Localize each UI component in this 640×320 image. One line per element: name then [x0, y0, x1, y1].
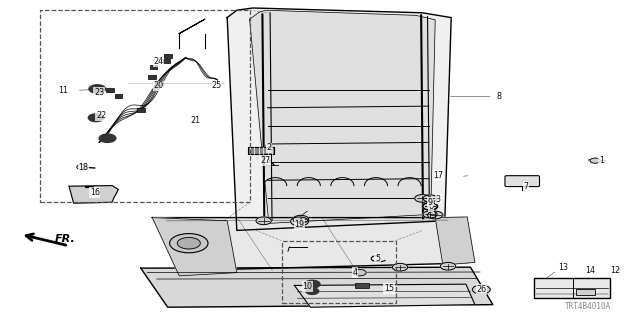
- Bar: [150, 65, 157, 69]
- Text: 7: 7: [524, 182, 529, 191]
- Circle shape: [392, 263, 408, 271]
- Circle shape: [423, 203, 437, 210]
- Bar: [163, 59, 170, 63]
- Text: 2: 2: [266, 143, 271, 152]
- Text: 26: 26: [476, 285, 486, 294]
- Text: 21: 21: [190, 116, 200, 124]
- Text: 18: 18: [78, 163, 88, 172]
- Bar: [137, 108, 145, 112]
- Polygon shape: [294, 284, 475, 307]
- Circle shape: [177, 237, 200, 249]
- Text: 20: 20: [154, 81, 164, 90]
- Circle shape: [440, 262, 456, 270]
- Polygon shape: [227, 8, 451, 230]
- Bar: [282, 241, 396, 303]
- Circle shape: [415, 195, 430, 202]
- Polygon shape: [141, 267, 493, 307]
- Bar: [148, 75, 156, 79]
- Text: 27: 27: [260, 156, 271, 165]
- Polygon shape: [152, 218, 237, 276]
- Circle shape: [353, 269, 366, 276]
- Text: 24: 24: [154, 57, 164, 66]
- Circle shape: [256, 217, 271, 225]
- Text: 25: 25: [211, 81, 221, 90]
- Text: 4: 4: [353, 268, 358, 277]
- Text: 5: 5: [375, 254, 380, 263]
- Circle shape: [428, 211, 443, 219]
- Polygon shape: [250, 10, 435, 223]
- Text: 17: 17: [433, 171, 444, 180]
- Circle shape: [170, 234, 208, 253]
- Circle shape: [422, 203, 438, 210]
- Circle shape: [306, 288, 319, 294]
- Circle shape: [88, 114, 104, 122]
- Text: TRT4B4010A: TRT4B4010A: [565, 302, 611, 311]
- Text: 11: 11: [58, 86, 68, 95]
- FancyBboxPatch shape: [505, 176, 540, 187]
- Circle shape: [99, 134, 116, 142]
- Bar: [355, 283, 369, 288]
- Bar: [115, 94, 122, 98]
- Text: 8: 8: [497, 92, 502, 101]
- Circle shape: [423, 211, 437, 218]
- Circle shape: [293, 215, 308, 223]
- Text: FR.: FR.: [54, 234, 75, 244]
- Bar: [164, 54, 172, 58]
- Text: 22: 22: [96, 111, 106, 120]
- Polygon shape: [69, 186, 118, 203]
- Circle shape: [89, 85, 106, 93]
- Polygon shape: [152, 218, 467, 270]
- Circle shape: [472, 285, 490, 294]
- Circle shape: [291, 217, 308, 226]
- Text: 6: 6: [428, 202, 433, 211]
- Bar: [155, 81, 163, 85]
- Polygon shape: [435, 217, 475, 265]
- Bar: [576, 289, 595, 295]
- Bar: [248, 147, 274, 154]
- Text: 19: 19: [294, 220, 305, 229]
- Text: 23: 23: [94, 88, 104, 97]
- Circle shape: [305, 280, 320, 288]
- Text: 15: 15: [384, 284, 394, 293]
- Bar: [534, 278, 610, 298]
- Text: 3: 3: [436, 195, 441, 204]
- Text: 13: 13: [558, 263, 568, 272]
- Text: 14: 14: [585, 266, 595, 275]
- Bar: [106, 88, 114, 92]
- Text: 10: 10: [302, 282, 312, 291]
- Circle shape: [77, 164, 87, 170]
- Circle shape: [423, 195, 437, 202]
- Text: 12: 12: [611, 266, 621, 275]
- Bar: [40, 10, 250, 202]
- Text: 1: 1: [599, 156, 604, 164]
- Text: 16: 16: [90, 188, 100, 197]
- Circle shape: [590, 158, 600, 163]
- Text: 9: 9: [428, 198, 433, 207]
